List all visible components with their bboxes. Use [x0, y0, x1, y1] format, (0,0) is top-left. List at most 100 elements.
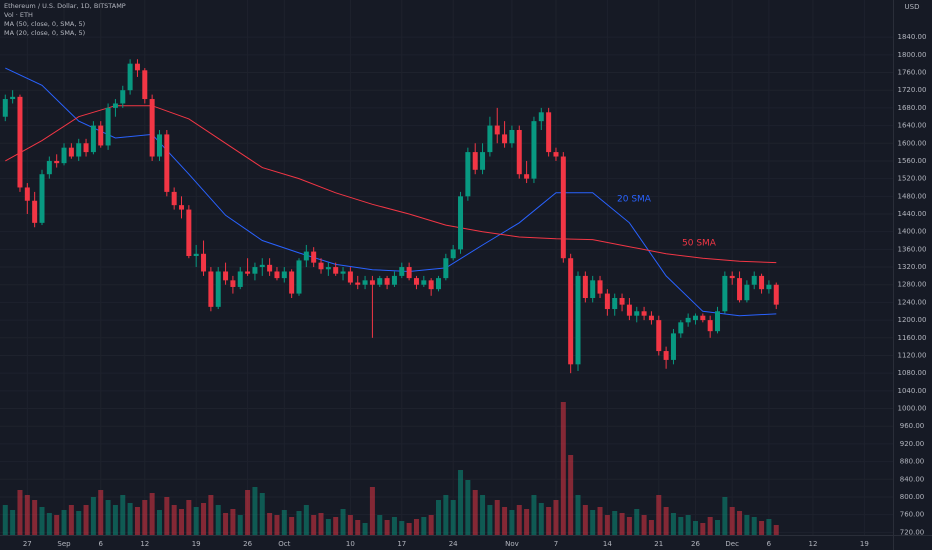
candle-body	[112, 103, 118, 108]
volume-bar	[480, 495, 486, 535]
volume-bar	[215, 505, 221, 535]
sma-line	[5, 105, 777, 264]
y-tick-label: 1120.00	[898, 351, 927, 359]
y-tick-label: 1560.00	[898, 157, 927, 165]
candle-body	[340, 271, 346, 274]
volume-bar	[61, 510, 67, 535]
candle-body	[179, 205, 185, 210]
candle-body	[685, 317, 691, 323]
y-tick-label: 800.00	[900, 493, 925, 501]
candle-body	[546, 112, 552, 153]
candle-body	[707, 320, 713, 332]
y-tick-label: 1680.00	[898, 104, 927, 112]
candle-body	[39, 174, 45, 223]
candle-body	[83, 143, 89, 153]
volume-bar	[54, 515, 60, 535]
candle-body	[156, 134, 162, 157]
candle-body	[267, 264, 273, 272]
volume-bar	[68, 505, 74, 535]
candle-body	[54, 160, 60, 164]
candle-body	[98, 125, 104, 146]
x-tick-label: 7	[554, 540, 558, 548]
volume-bar	[715, 520, 721, 535]
volume-bar	[245, 490, 251, 535]
candle-body	[120, 90, 126, 104]
volume-bar	[267, 513, 273, 535]
volume-label: Vol · ETH	[4, 11, 33, 19]
x-tick-label: 26	[691, 540, 700, 548]
candle-body	[105, 107, 111, 146]
candle-body	[237, 271, 243, 287]
candle-body	[597, 280, 603, 294]
candle-body	[502, 134, 508, 144]
candle-body	[619, 298, 625, 305]
y-tick-label: 1800.00	[898, 51, 927, 59]
candle-body	[604, 293, 610, 310]
y-tick-label: 1840.00	[898, 33, 927, 41]
x-tick-label: 10	[346, 540, 355, 548]
chart-title: Ethereum / U.S. Dollar, 1D, BITSTAMP	[4, 2, 126, 10]
candle-body	[450, 249, 456, 259]
y-tick-label: 1480.00	[898, 192, 927, 200]
y-tick-label: 1440.00	[898, 210, 927, 218]
candle-body	[626, 304, 632, 316]
volume-bar	[237, 515, 243, 535]
volume-bar	[17, 490, 23, 535]
candle-body	[208, 271, 214, 307]
candle-body	[90, 125, 96, 153]
volume-bar	[502, 507, 508, 535]
volume-bar	[428, 515, 434, 535]
volume-bar	[612, 511, 618, 535]
candle-body	[700, 315, 706, 321]
y-tick-label: 1000.00	[898, 405, 927, 413]
y-tick-label: 1040.00	[898, 387, 927, 395]
volume-bar	[296, 511, 302, 535]
volume-bar	[369, 487, 375, 535]
candle-body	[333, 267, 339, 274]
candle-body	[399, 267, 405, 276]
y-tick-label: 1360.00	[898, 245, 927, 253]
x-tick-label: 14	[603, 540, 612, 548]
volume-bar	[494, 500, 500, 535]
candle-body	[281, 271, 287, 279]
candle-body	[230, 280, 236, 287]
candle-body	[531, 121, 537, 179]
volume-bar	[347, 515, 353, 535]
volume-bar	[472, 490, 478, 535]
candle-body	[377, 278, 383, 285]
volume	[2, 402, 779, 535]
candle-body	[560, 156, 566, 259]
volume-bar	[24, 495, 30, 535]
volume-bar	[98, 490, 104, 535]
volume-bar	[707, 517, 713, 535]
candle-body	[553, 152, 559, 157]
volume-bar	[164, 497, 170, 535]
volume-bar	[421, 517, 427, 535]
volume-bar	[435, 500, 441, 535]
volume-bar	[465, 480, 471, 535]
candle-body	[751, 275, 757, 285]
volume-bar	[751, 517, 757, 535]
candle-body	[634, 311, 640, 316]
candle-body	[223, 271, 229, 281]
sma-label: 20 SMA	[617, 195, 652, 205]
volume-bar	[729, 507, 735, 535]
candle-body	[61, 147, 67, 164]
indicator-label: MA (20, close, 0, SMA, 5)	[4, 29, 85, 37]
volume-bar	[487, 505, 493, 535]
volume-bar	[384, 520, 390, 535]
candle-body	[443, 258, 449, 279]
volume-bar	[759, 521, 765, 535]
x-tick-label: 24	[449, 540, 458, 548]
candles	[2, 59, 779, 374]
volume-bar	[127, 503, 133, 535]
candle-body	[663, 351, 669, 360]
y-tick-label: 1280.00	[898, 281, 927, 289]
y-tick-label: 720.00	[900, 528, 925, 536]
candle-body	[259, 264, 265, 268]
candle-body	[149, 99, 155, 157]
candle-body	[215, 271, 221, 307]
x-tick-label: 6	[99, 540, 104, 548]
candle-body	[134, 63, 140, 71]
y-tick-label: 1720.00	[898, 86, 927, 94]
